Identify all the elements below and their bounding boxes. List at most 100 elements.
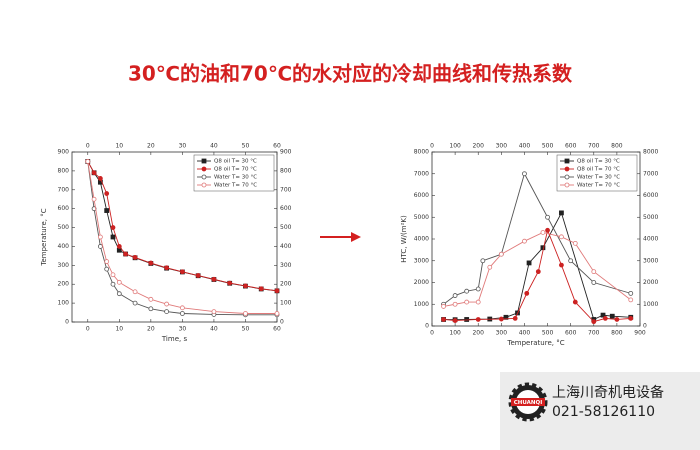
x2-tick-label: 40 <box>210 143 218 150</box>
marker <box>97 234 103 240</box>
legend-label: Water T= 30 °C <box>577 175 620 181</box>
legend: Q8 oil T= 30 °C Q8 oil T= 70 °C Water T= 3… <box>193 154 275 192</box>
marker <box>91 170 97 176</box>
company-block: CHUANQI 上海川奇机电设备 021-58126110 <box>500 372 700 450</box>
logo-band <box>511 398 545 406</box>
marker <box>132 254 138 260</box>
x2-tick-label: 20 <box>147 143 155 150</box>
marker <box>85 159 91 164</box>
legend-label: Q8 oil T= 70 °C <box>214 167 257 173</box>
company-name: 上海川奇机电设备 <box>552 384 664 401</box>
y2-tick-label: 100 <box>280 300 292 307</box>
legend-marker <box>564 158 570 164</box>
marker <box>628 290 634 296</box>
y-tick-label: 7000 <box>414 170 429 177</box>
y-tick-label: 3000 <box>414 257 429 264</box>
legend-label: Q8 oil T= 70 °C <box>577 167 620 173</box>
marker <box>568 258 574 264</box>
marker <box>591 280 597 285</box>
marker <box>498 316 504 322</box>
marker <box>526 260 532 266</box>
y2-tick-label: 900 <box>280 149 292 156</box>
y2-tick-label: 800 <box>280 167 292 174</box>
marker <box>104 191 110 196</box>
legend-marker <box>564 166 570 172</box>
marker <box>559 234 564 240</box>
x-tick-label: 300 <box>496 330 508 337</box>
marker <box>609 313 615 319</box>
chart: 0 10 20 30 40 50 600 10 20 30 40 50 6001002003004005… <box>40 143 292 344</box>
x2-tick-label: 300 <box>496 143 508 150</box>
x2-tick-label: 100 <box>449 143 461 150</box>
marker <box>600 312 606 318</box>
marker <box>487 264 493 270</box>
marker <box>195 273 201 278</box>
marker <box>628 315 634 321</box>
marker <box>545 214 550 220</box>
y-tick-label: 500 <box>58 224 70 231</box>
marker <box>258 286 264 292</box>
marker <box>148 296 154 302</box>
x-tick-label: 400 <box>519 330 531 337</box>
y-tick-label: 4000 <box>414 236 429 243</box>
y-tick-label: 300 <box>58 262 70 269</box>
x2-tick-label: 0 <box>430 143 434 150</box>
legend-marker <box>564 182 570 188</box>
marker <box>522 171 527 177</box>
y-tick-label: 5000 <box>414 214 429 221</box>
y2-tick-label: 200 <box>280 281 292 288</box>
y2-tick-label: 1000 <box>643 301 658 308</box>
x2-tick-label: 50 <box>242 143 250 150</box>
marker <box>559 210 564 216</box>
marker <box>475 299 481 305</box>
legend-marker <box>201 174 207 180</box>
y-tick-label: 0 <box>65 319 69 326</box>
marker <box>164 265 170 271</box>
y-tick-label: 2000 <box>414 279 429 286</box>
y-tick-label: 600 <box>58 205 70 212</box>
x-tick-label: 100 <box>449 330 461 337</box>
marker <box>97 244 103 249</box>
marker <box>535 269 541 275</box>
legend-label: Q8 oil T= 30 °C <box>577 159 620 165</box>
x2-tick-label: 500 <box>542 143 554 150</box>
marker <box>148 306 154 312</box>
marker <box>148 260 154 266</box>
marker <box>572 299 578 305</box>
marker <box>164 309 170 315</box>
x-axis-label: Time, s <box>161 335 188 343</box>
y-tick-label: 100 <box>58 300 70 307</box>
y-axis-label: Temperature, °C <box>40 208 48 266</box>
y-tick-label: 800 <box>58 167 70 174</box>
marker <box>628 297 634 303</box>
marker <box>116 291 122 297</box>
legend-label: Water T= 70 °C <box>577 183 620 189</box>
marker <box>104 208 110 213</box>
marker <box>179 305 185 311</box>
x-tick-label: 30 <box>179 326 187 333</box>
x-tick-label: 0 <box>86 326 90 333</box>
marker <box>110 234 116 240</box>
x-tick-label: 500 <box>542 330 554 337</box>
marker <box>524 290 530 296</box>
marker <box>104 259 110 264</box>
marker <box>116 279 122 285</box>
marker <box>274 311 280 316</box>
marker <box>464 288 470 294</box>
x-tick-label: 40 <box>210 326 218 333</box>
legend-label: Water T= 70 °C <box>214 183 257 189</box>
y2-tick-label: 2000 <box>643 279 658 286</box>
x2-tick-label: 400 <box>519 143 531 150</box>
marker <box>97 176 103 181</box>
marker <box>123 251 129 257</box>
marker <box>614 317 620 322</box>
page-title: 30℃的油和70℃的水对应的冷却曲线和传热系数 <box>128 62 573 86</box>
marker <box>132 300 138 306</box>
x2-tick-label: 10 <box>115 143 123 150</box>
y-tick-label: 900 <box>58 149 70 156</box>
plot-frame <box>71 151 278 323</box>
marker <box>116 244 122 249</box>
y-axis-label: HTC, W/(m²K) <box>400 215 408 263</box>
